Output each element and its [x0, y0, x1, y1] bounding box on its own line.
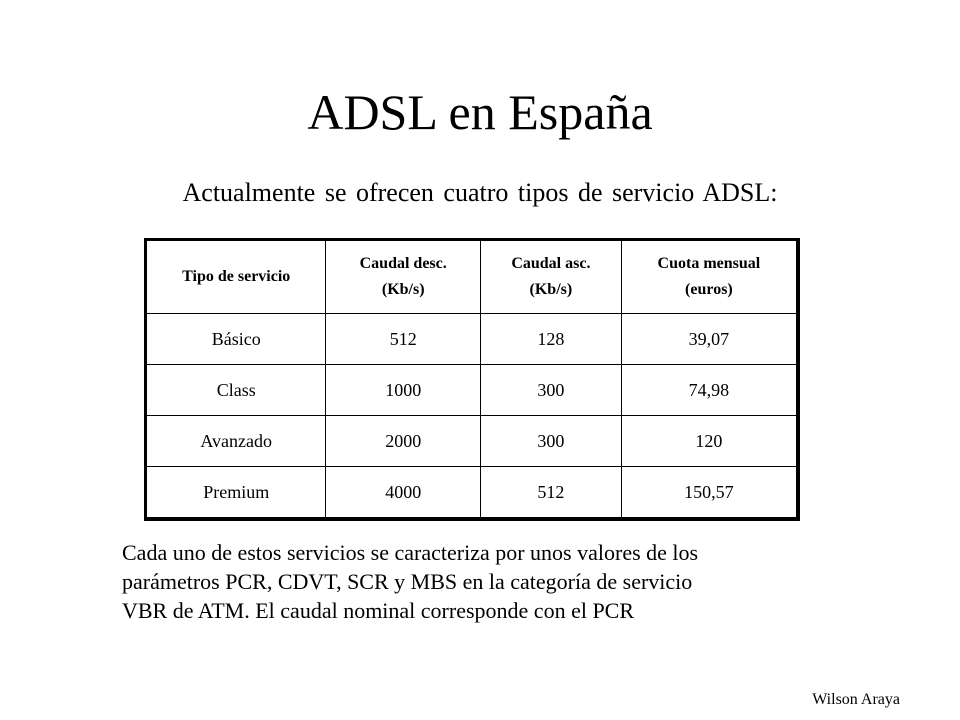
header-unit: (Kb/s)	[529, 281, 573, 298]
cell-tipo: Class	[144, 364, 327, 416]
author-footer: Wilson Araya	[812, 691, 900, 708]
header-caudal-asc: Caudal asc. (Kb/s)	[479, 239, 622, 314]
service-table: Tipo de servicio Caudal desc. (Kb/s) Cau…	[144, 238, 800, 521]
table-row: Básico 512 128 39,07	[144, 313, 799, 365]
table-row: Class 1000 300 74,98	[144, 364, 799, 416]
cell-caudal-desc: 1000	[325, 364, 481, 416]
cell-caudal-asc: 300	[479, 364, 622, 416]
cell-cuota: 39,07	[620, 313, 799, 365]
cell-tipo: Premium	[144, 466, 327, 520]
cell-caudal-desc: 2000	[325, 415, 481, 467]
header-unit: (Kb/s)	[381, 281, 425, 298]
cell-caudal-asc: 300	[479, 415, 622, 467]
cell-tipo: Básico	[144, 313, 327, 365]
table-row: Premium 4000 512 150,57	[144, 466, 799, 520]
cell-caudal-asc: 512	[479, 466, 622, 520]
description-paragraph: Cada uno de estos servicios se caracteri…	[122, 538, 842, 625]
header-tipo-servicio: Tipo de servicio	[144, 239, 327, 314]
header-label: Caudal desc.	[359, 255, 447, 272]
cell-caudal-desc: 4000	[325, 466, 481, 520]
cell-cuota: 150,57	[620, 466, 799, 520]
header-cuota-mensual: Cuota mensual (euros)	[620, 239, 799, 314]
cell-tipo: Avanzado	[144, 415, 327, 467]
paragraph-line: VBR de ATM. El caudal nominal correspond…	[122, 598, 635, 623]
header-label: Tipo de servicio	[182, 268, 291, 285]
cell-caudal-desc: 512	[325, 313, 481, 365]
table-header-row: Tipo de servicio Caudal desc. (Kb/s) Cau…	[144, 239, 799, 314]
cell-cuota: 74,98	[620, 364, 799, 416]
header-label: Cuota mensual	[657, 255, 761, 272]
header-unit: (euros)	[685, 281, 733, 298]
header-caudal-desc: Caudal desc. (Kb/s)	[325, 239, 481, 314]
paragraph-line: Cada uno de estos servicios se caracteri…	[122, 540, 699, 565]
paragraph-line: parámetros PCR, CDVT, SCR y MBS en la ca…	[122, 569, 693, 594]
header-label: Caudal asc.	[511, 255, 591, 272]
slide-title: ADSL en España	[307, 84, 653, 140]
table-row: Avanzado 2000 300 120	[144, 415, 799, 467]
cell-caudal-asc: 128	[479, 313, 622, 365]
cell-cuota: 120	[620, 415, 799, 467]
slide-subtitle: Actualmente se ofrecen cuatro tipos de s…	[182, 178, 778, 207]
